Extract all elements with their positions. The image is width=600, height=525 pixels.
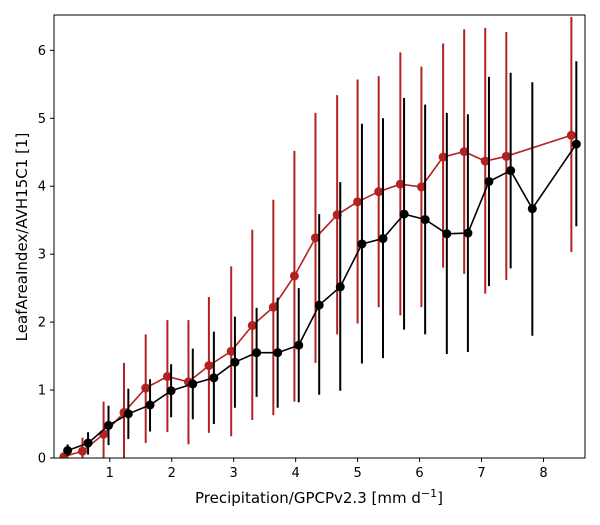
x-tick-label-2: 3 <box>230 466 238 481</box>
data-point-series1-5 <box>166 386 176 396</box>
y-tick-label-6: 6 <box>38 44 46 59</box>
data-point-series0-7 <box>204 361 214 371</box>
data-point-series1-18 <box>442 229 452 239</box>
data-point-series0-9 <box>247 321 257 331</box>
data-point-series1-8 <box>230 357 240 367</box>
data-point-series0-21 <box>501 151 511 161</box>
series-1 <box>63 61 581 456</box>
x-tick-label-0: 1 <box>106 466 114 481</box>
data-point-series1-14 <box>357 239 367 249</box>
data-point-series0-15 <box>374 187 384 197</box>
series-0 <box>59 17 576 458</box>
data-point-series1-1 <box>83 438 93 448</box>
data-point-series0-12 <box>310 233 320 243</box>
x-axis-label-text: Precipitation/GPCPv2.3 [mm d <box>195 489 421 507</box>
series-line-1 <box>67 143 577 452</box>
data-point-series1-10 <box>273 348 283 358</box>
data-point-series1-15 <box>378 234 388 244</box>
data-point-series0-11 <box>289 271 299 281</box>
data-point-series0-14 <box>353 197 363 207</box>
y-axis-label: LeafAreaIndex/AVH15C1 [1] <box>13 133 31 342</box>
x-axis-label-suffix: ] <box>437 489 443 507</box>
x-tick-label-5: 6 <box>415 466 423 481</box>
data-point-series1-19 <box>463 228 473 238</box>
data-point-series1-22 <box>527 204 537 214</box>
x-tick-label-7: 8 <box>539 466 547 481</box>
data-point-series0-18 <box>438 152 448 162</box>
x-axis-label: Precipitation/GPCPv2.3 [mm d−1] <box>195 487 443 507</box>
data-point-series1-16 <box>399 209 409 219</box>
data-point-series1-20 <box>484 176 494 186</box>
y-tick-label-3: 3 <box>38 248 46 263</box>
data-point-series0-8 <box>226 346 236 356</box>
data-point-series0-5 <box>162 371 172 381</box>
x-axis-label-unit-superscript: −1 <box>421 487 437 500</box>
data-point-series1-13 <box>335 282 345 292</box>
data-point-series1-3 <box>123 409 133 419</box>
data-point-series0-1 <box>78 446 88 456</box>
data-point-series0-17 <box>416 182 426 192</box>
plot-area <box>59 17 581 458</box>
data-point-series0-20 <box>480 156 490 166</box>
x-tick-label-1: 2 <box>168 466 176 481</box>
data-point-series1-6 <box>188 379 198 389</box>
data-point-series1-9 <box>252 348 262 358</box>
y-tick-label-1: 1 <box>38 384 46 399</box>
data-point-series0-4 <box>141 383 151 393</box>
data-point-series0-10 <box>268 302 278 312</box>
data-point-series1-12 <box>314 300 324 310</box>
data-point-series0-19 <box>459 147 469 157</box>
axes: 1 2 3 4 5 6 7 8 0 1 2 3 4 5 6 <box>38 14 586 481</box>
y-tick-label-0: 0 <box>38 452 46 467</box>
plot-frame <box>53 14 586 459</box>
y-tick-label-4: 4 <box>38 180 46 195</box>
data-point-series1-11 <box>294 340 304 350</box>
x-tick-label-4: 5 <box>353 466 361 481</box>
x-tick-label-6: 7 <box>477 466 485 481</box>
series-group <box>59 17 581 458</box>
y-tick-label-5: 5 <box>38 112 46 127</box>
y-tick-label-2: 2 <box>38 316 46 331</box>
x-tick-label-3: 4 <box>292 466 300 481</box>
data-point-series0-22 <box>566 130 576 140</box>
data-point-series1-7 <box>209 373 219 383</box>
data-point-series1-0 <box>63 446 73 456</box>
data-point-series1-17 <box>420 215 430 225</box>
data-point-series0-16 <box>395 179 405 189</box>
data-point-series1-23 <box>571 139 581 149</box>
data-point-series1-4 <box>145 400 155 410</box>
data-point-series1-21 <box>506 166 516 176</box>
data-point-series0-2 <box>99 429 109 439</box>
data-point-series1-2 <box>104 420 114 430</box>
